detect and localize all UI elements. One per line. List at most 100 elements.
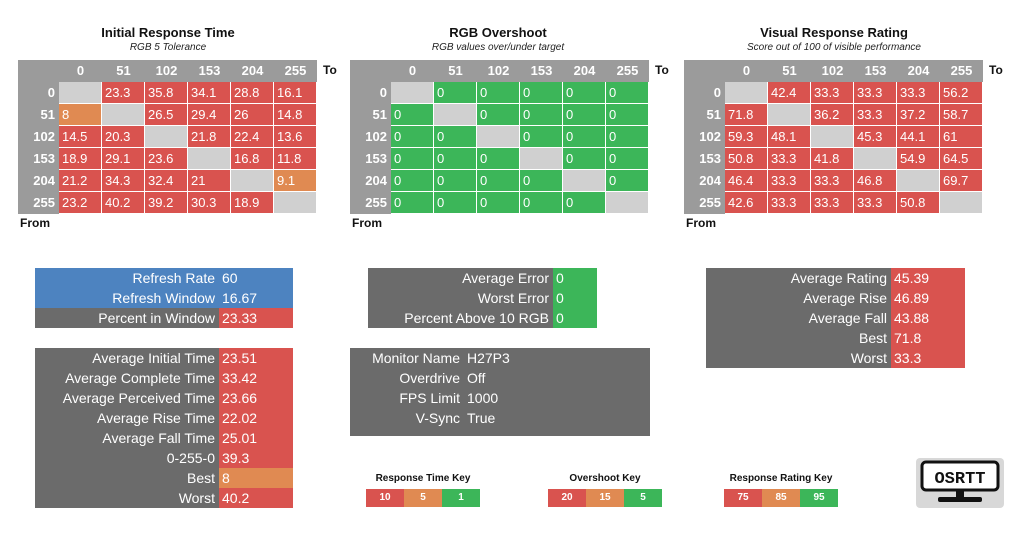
stat-label: V-Sync [350,408,464,428]
osrtt-logo: OSRTT [916,458,1004,508]
stat-label: Percent in Window [35,308,219,328]
column-header: 102 [155,63,178,78]
grid-cell: 0 [434,170,477,192]
grid-cell: 33.3 [897,82,940,104]
grid-cell: 33.3 [768,170,811,192]
grid-cell: 32.4 [145,170,188,192]
grid-cell: 30.3 [188,192,231,214]
column-header: 153 [530,63,553,78]
key-swatch: 15 [586,489,624,507]
stat-label: Worst [706,348,891,368]
grid-cell: 20.3 [102,126,145,148]
grid-cell: 0 [477,192,520,214]
stat-value: 16.67 [219,288,293,308]
grid-title-initial-response: Initial Response Time [101,25,235,40]
grid-cell: 0 [477,82,520,104]
grid-cell: 22.4 [231,126,274,148]
grid-subtitle-initial-response: RGB 5 Tolerance [129,42,207,53]
grid-cell: 33.3 [854,192,897,214]
stat-value: 40.2 [219,488,293,508]
key-swatch: 20 [548,489,586,507]
grid-cell: 0 [606,148,649,170]
column-header: 255 [950,63,973,78]
grid-cell: 71.8 [725,104,768,126]
grid-cell: 0 [434,192,477,214]
grid-title-rgb-overshoot: RGB Overshoot [449,25,547,40]
key-swatch: 5 [624,489,662,507]
grid-cell: 29.4 [188,104,231,126]
grid-cell: 41.8 [811,148,854,170]
grid-cell: 58.7 [940,104,983,126]
grid-cell: 46.8 [854,170,897,192]
grid-cell: 28.8 [231,82,274,104]
stat-value: 0 [553,308,597,328]
row-header: 51 [40,107,55,122]
column-header: 153 [198,63,221,78]
grid-cell: 29.1 [102,148,145,170]
grid-cell: 40.2 [102,192,145,214]
logo-text: OSRTT [934,470,985,489]
grid-row-header-band [18,82,59,214]
stat-value: 60 [219,268,293,288]
stat-label: Average Fall Time [35,428,219,448]
key-swatch: 85 [762,489,800,507]
grid-cell: 59.3 [725,126,768,148]
grid-header-band [18,60,317,82]
stat-label: Average Rise [706,288,891,308]
grid-cell [231,170,274,192]
grid-cell: 21.2 [59,170,102,192]
row-header: 102 [33,129,55,144]
stat-value: Off [464,368,650,388]
grid-cell: 18.9 [59,148,102,170]
stat-label: Average Error [368,268,553,288]
column-header: 255 [616,63,639,78]
grid-cell: 0 [434,148,477,170]
row-header: 204 [365,173,387,188]
grid-cell [391,82,434,104]
grid-cell: 0 [391,170,434,192]
grid-cell: 0 [606,170,649,192]
grid-cell: 35.8 [145,82,188,104]
stat-label: Best [706,328,891,348]
stat-label: Percent Above 10 RGB [368,308,553,328]
stat-label: FPS Limit [350,388,464,408]
grid-cell [145,126,188,148]
grid-cell: 16.8 [231,148,274,170]
stat-label: Average Complete Time [35,368,219,388]
row-header: 255 [699,195,721,210]
stat-value: 8 [219,468,293,488]
row-header: 0 [47,85,55,100]
grid-cell [768,104,811,126]
grid-cell: 54.9 [897,148,940,170]
stat-value: 1000 [464,388,650,408]
row-header: 153 [365,151,387,166]
grid-cell [102,104,145,126]
column-header: 204 [573,63,596,78]
grid-cell: 0 [434,126,477,148]
row-header: 153 [33,151,55,166]
stat-value: 43.88 [891,308,965,328]
grid-cell: 64.5 [940,148,983,170]
row-header: 0 [379,85,387,100]
key-title: Overshoot Key [569,473,641,484]
grid-cell: 23.2 [59,192,102,214]
grid-cell: 16.1 [274,82,317,104]
stat-label: Refresh Rate [35,268,219,288]
grid-cell: 26 [231,104,274,126]
grid-cell: 0 [520,126,563,148]
key-swatch: 75 [724,489,762,507]
grid-cell [725,82,768,104]
to-axis-label: To [989,63,1003,77]
key-title: Response Time Key [375,473,471,484]
grid-cell: 14.5 [59,126,102,148]
stat-value: 23.33 [219,308,293,328]
from-axis-label: From [352,216,382,230]
grid-cell: 0 [563,126,606,148]
row-header: 153 [699,151,721,166]
grid-cell: 0 [520,192,563,214]
stat-value: 25.01 [219,428,293,448]
column-header: 255 [284,63,307,78]
grid-cell: 0 [606,82,649,104]
stat-label: Worst [35,488,219,508]
grid-subtitle-rgb-overshoot: RGB values over/under target [431,42,565,53]
